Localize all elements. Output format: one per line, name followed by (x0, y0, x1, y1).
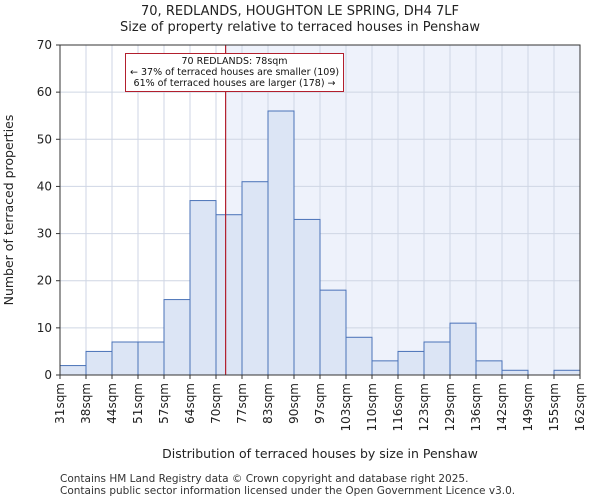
histogram-bar (397, 350, 425, 376)
histogram-bar (137, 341, 165, 376)
histogram-bar (449, 322, 477, 376)
x-tick-label: 57sqm (157, 383, 171, 424)
x-tick-label: 149sqm (521, 383, 535, 431)
y-tick-label: 30 (37, 227, 52, 241)
x-tick-label: 142sqm (495, 383, 509, 431)
x-tick-label: 110sqm (365, 383, 379, 431)
y-tick-label: 60 (37, 85, 52, 99)
annotation-line-1: 70 REDLANDS: 78sqm (181, 56, 288, 67)
x-tick-label: 64sqm (183, 383, 197, 424)
histogram-bar (423, 341, 451, 376)
y-tick-label: 20 (37, 274, 52, 288)
y-tick-label: 10 (37, 321, 52, 335)
footer-copyright: Contains HM Land Registry data © Crown c… (60, 473, 469, 485)
histogram-bar (371, 360, 399, 376)
histogram-bar (319, 289, 347, 376)
x-tick-label: 31sqm (53, 383, 67, 424)
x-tick-label: 97sqm (313, 383, 327, 424)
x-tick-label: 136sqm (469, 383, 483, 431)
chart-subtitle: Size of property relative to terraced ho… (120, 20, 480, 35)
x-tick-label: 116sqm (391, 383, 405, 431)
y-tick-label: 40 (37, 179, 52, 193)
y-tick-label: 0 (44, 368, 52, 382)
histogram-bar (501, 369, 529, 376)
y-tick-label: 50 (37, 132, 52, 146)
histogram-bar (163, 299, 191, 376)
x-tick-label: 51sqm (131, 383, 145, 424)
x-tick-label: 103sqm (339, 383, 353, 431)
x-tick-label: 83sqm (261, 383, 275, 424)
histogram-bar (241, 181, 269, 376)
x-tick-label: 70sqm (209, 383, 223, 424)
histogram-bar (189, 200, 217, 376)
x-tick-label: 155sqm (547, 383, 561, 431)
x-tick-label: 90sqm (287, 383, 301, 424)
histogram-bar (111, 341, 139, 376)
x-tick-label: 44sqm (105, 383, 119, 424)
histogram-bar (475, 360, 503, 376)
x-tick-label: 77sqm (235, 383, 249, 424)
x-tick-label: 38sqm (79, 383, 93, 424)
annotation-line-3: 61% of terraced houses are larger (178) … (133, 78, 336, 89)
x-tick-label: 129sqm (443, 383, 457, 431)
y-axis-label: Number of terraced properties (1, 115, 16, 306)
x-tick-label: 162sqm (573, 383, 587, 431)
histogram-bar (267, 110, 295, 376)
histogram-bar (215, 214, 243, 376)
x-axis-label: Distribution of terraced houses by size … (162, 446, 478, 461)
histogram-bar (553, 369, 581, 376)
histogram-bar (59, 365, 87, 376)
footer-licence: Contains public sector information licen… (60, 485, 516, 497)
histogram-bar (345, 336, 373, 376)
y-tick-label: 70 (37, 38, 52, 52)
annotation-line-2: ← 37% of terraced houses are smaller (10… (130, 67, 340, 78)
chart-title: 70, REDLANDS, HOUGHTON LE SPRING, DH4 7L… (141, 4, 459, 19)
histogram-bar (85, 350, 113, 376)
histogram-bar (293, 218, 321, 376)
x-tick-label: 123sqm (417, 383, 431, 431)
property-annotation: 70 REDLANDS: 78sqm ← 37% of terraced hou… (125, 53, 345, 92)
